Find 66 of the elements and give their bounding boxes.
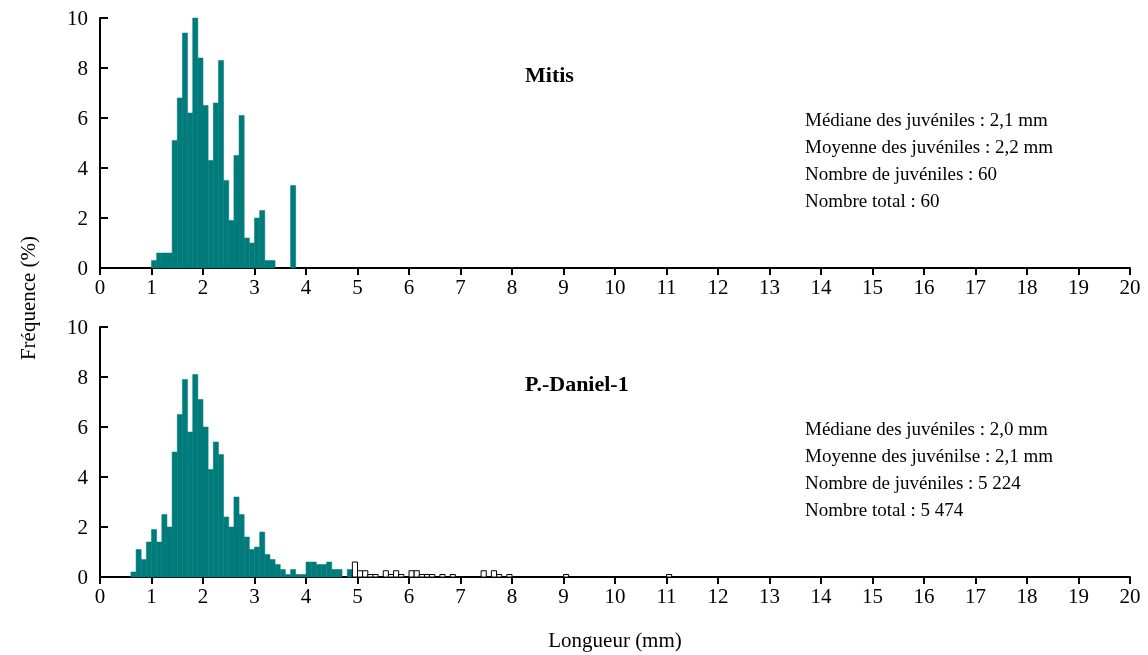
x-tick-label: 20: [1119, 583, 1141, 608]
x-tick-label: 10: [604, 583, 626, 608]
x-tick-label: 3: [249, 274, 260, 299]
x-tick-label: 4: [300, 583, 312, 608]
x-tick-label: 11: [656, 583, 677, 608]
x-tick-label: 5: [352, 274, 363, 299]
x-tick-label: 14: [810, 583, 832, 608]
x-tick-label: 11: [656, 274, 677, 299]
x-tick-label: 9: [558, 583, 569, 608]
x-tick-label: 7: [455, 274, 466, 299]
x-tick-label: 16: [913, 583, 935, 608]
x-tick-label: 2: [197, 274, 209, 299]
y-tick-label: 6: [77, 106, 88, 130]
annotation: Nombre total : 60: [805, 190, 940, 211]
annotation: Médiane des juvéniles : 2,1 mm: [805, 109, 1048, 130]
x-tick-label: 1: [146, 583, 157, 608]
x-tick-label: 13: [759, 274, 780, 299]
x-tick-label: 4: [300, 274, 312, 299]
y-tick-label: 10: [67, 6, 88, 30]
x-tick-label: 17: [965, 583, 986, 608]
x-tick-label: 17: [965, 274, 986, 299]
x-tick-label: 0: [94, 583, 106, 608]
annotation: Moyenne des juvéniles : 2,2 mm: [805, 136, 1054, 157]
x-tick-label: 1: [146, 274, 157, 299]
x-tick-label: 19: [1068, 274, 1089, 299]
x-tick-label: 18: [1016, 583, 1038, 608]
x-tick-label: 8: [506, 583, 518, 608]
annotation: Nombre de juvéniles : 5 224: [805, 472, 1022, 493]
x-tick-label: 3: [249, 583, 260, 608]
y-axis-title: Fréquence (%): [15, 235, 41, 361]
x-tick-label: 19: [1068, 583, 1089, 608]
y-tick-label: 4: [77, 465, 89, 489]
annotation: Médiane des juvéniles : 2,0 mm: [805, 418, 1048, 439]
x-tick-label: 16: [913, 274, 935, 299]
y-tick-label: 4: [77, 156, 89, 180]
y-tick-label: 6: [77, 415, 88, 439]
y-tick-label: 8: [77, 56, 88, 80]
y-tick-label: 8: [77, 365, 88, 389]
text: Mitis: [525, 61, 575, 87]
x-tick-label: 6: [403, 583, 415, 608]
x-tick-label: 5: [352, 583, 363, 608]
x-tick-label: 14: [810, 274, 832, 299]
x-axis-title: Longueur (mm): [548, 627, 682, 652]
y-tick-label: 0: [77, 565, 88, 589]
x-tick-label: 6: [403, 274, 415, 299]
x-tick-label: 7: [455, 583, 466, 608]
x-tick-label: 12: [707, 274, 729, 299]
x-tick-label: 10: [604, 274, 626, 299]
x-tick-label: 20: [1119, 274, 1141, 299]
y-tick-label: 10: [67, 315, 88, 339]
x-tick-label: 18: [1016, 274, 1038, 299]
y-tick-label: 2: [77, 515, 88, 539]
y-tick-label: 0: [77, 256, 88, 280]
annotation: Moyenne des juvénilse : 2,1 mm: [805, 445, 1054, 466]
text: P.-Daniel-1: [525, 370, 629, 396]
x-tick-label: 2: [197, 583, 209, 608]
x-tick-label: 12: [707, 583, 729, 608]
y-tick-label: 2: [77, 206, 88, 230]
x-tick-label: 13: [759, 583, 780, 608]
x-tick-label: 9: [558, 274, 569, 299]
x-tick-label: 15: [862, 583, 883, 608]
x-tick-label: 15: [862, 274, 883, 299]
annotation: Nombre de juvéniles : 60: [805, 163, 998, 184]
annotation: Nombre total : 5 474: [805, 499, 964, 520]
x-tick-label: 8: [506, 274, 518, 299]
x-tick-label: 0: [94, 274, 106, 299]
